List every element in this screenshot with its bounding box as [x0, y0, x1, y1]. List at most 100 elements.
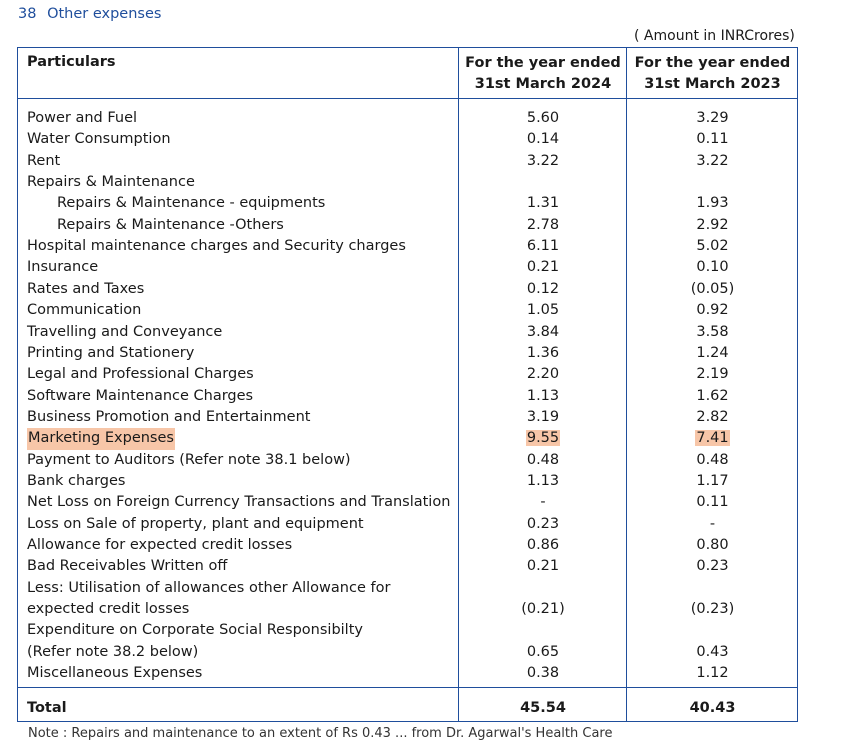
- table-row: expected credit losses (0.21) (0.23): [18, 599, 797, 620]
- row-value-fy2023: 3.29: [627, 108, 798, 129]
- row-value-fy2024: 0.12: [459, 279, 627, 300]
- table-row: Travelling and Conveyance 3.84 3.58: [18, 322, 797, 343]
- table-row: Repairs & Maintenance -Others 2.78 2.92: [18, 215, 797, 236]
- row-value-fy2024-text: 2.20: [526, 366, 560, 383]
- header-particulars: Particulars: [27, 54, 116, 70]
- row-value-fy2024-text: 0.48: [526, 451, 560, 468]
- row-label: Water Consumption: [27, 131, 171, 148]
- note-heading: 38 Other expenses: [18, 6, 161, 22]
- row-value-fy2024-text: 1.13: [526, 472, 560, 489]
- row-value-fy2023: 0.43: [627, 642, 798, 663]
- row-value-fy2023: 1.17: [627, 471, 798, 492]
- row-value-fy2023-text: 3.22: [696, 152, 729, 169]
- row-value-fy2024: 3.84: [459, 322, 627, 343]
- row-value-fy2024-text: 2.78: [526, 216, 560, 233]
- row-value-fy2023-text: 0.23: [696, 558, 729, 575]
- row-value-fy2024: 2.78: [459, 215, 627, 236]
- row-value-fy2024: 0.65: [459, 642, 627, 663]
- row-value-fy2023: 7.41: [627, 428, 798, 449]
- row-label: Less: Utilisation of allowances other Al…: [27, 579, 391, 596]
- row-label: (Refer note 38.2 below): [27, 643, 199, 660]
- row-value-fy2024: 1.31: [459, 193, 627, 214]
- row-value-fy2023: 0.48: [627, 450, 798, 471]
- row-value-fy2023-text: 0.43: [696, 643, 729, 660]
- row-value-fy2024: 0.14: [459, 129, 627, 150]
- row-value-fy2023-text: 0.92: [696, 302, 729, 319]
- row-value-fy2023-text: 0.11: [696, 494, 729, 511]
- table-row: (Refer note 38.2 below) 0.65 0.43: [18, 642, 797, 663]
- row-value-fy2023: 0.11: [627, 492, 798, 513]
- table-row: Communication 1.05 0.92: [18, 300, 797, 321]
- row-value-fy2024: 0.23: [459, 514, 627, 535]
- total-fy2024: 45.54: [520, 700, 566, 716]
- row-value-fy2024-text: 0.12: [526, 280, 560, 297]
- row-value-fy2023: 3.22: [627, 151, 798, 172]
- row-label: Repairs & Maintenance -Others: [57, 216, 284, 233]
- row-label: Power and Fuel: [27, 110, 138, 126]
- header-fy2024: For the year ended 31st March 2024: [459, 53, 627, 95]
- row-value-fy2023-text: 7.41: [695, 430, 730, 447]
- row-label: Software Maintenance Charges: [27, 387, 254, 404]
- row-value-fy2024-text: 1.05: [526, 302, 560, 319]
- header-fy2024-line2: 31st March 2024: [474, 76, 612, 92]
- row-value-fy2024-text: 0.65: [526, 643, 560, 660]
- row-value-fy2024: 0.86: [459, 535, 627, 556]
- row-value-fy2024: (0.21): [459, 599, 627, 620]
- row-label: Payment to Auditors (Refer note 38.1 bel…: [27, 451, 351, 468]
- row-value-fy2024-text: 9.55: [525, 430, 561, 447]
- row-label: Communication: [27, 302, 142, 319]
- row-value-fy2024-text: -: [540, 494, 546, 511]
- row-value-fy2024-text: 0.86: [526, 537, 560, 553]
- row-value-fy2024: 1.13: [459, 386, 627, 407]
- row-value-fy2023: 2.92: [627, 215, 798, 236]
- row-value-fy2023-text: 3.29: [696, 110, 729, 126]
- row-value-fy2024-text: 0.23: [526, 515, 560, 532]
- row-value-fy2023-text: (0.05): [690, 280, 735, 297]
- row-label: Repairs & Maintenance: [27, 174, 195, 191]
- row-value-fy2023-text: 1.93: [696, 195, 729, 212]
- row-value-fy2023: -: [627, 514, 798, 535]
- row-value-fy2023-text: 1.17: [696, 472, 729, 489]
- table-row: Printing and Stationery 1.36 1.24: [18, 343, 797, 364]
- note-number: 38: [18, 6, 37, 22]
- row-value-fy2024-text: 5.60: [526, 110, 560, 126]
- row-value-fy2024-text: 0.21: [526, 558, 560, 575]
- row-value-fy2024: 5.60: [459, 108, 627, 129]
- row-value-fy2023: 0.10: [627, 257, 798, 278]
- header-fy2023-line2: 31st March 2023: [644, 76, 781, 92]
- row-label: Printing and Stationery: [27, 344, 195, 361]
- header-fy2024-line1: For the year ended: [465, 55, 621, 71]
- row-value-fy2023: (0.23): [627, 599, 798, 620]
- row-value-fy2023-text: 5.02: [696, 238, 729, 255]
- total-label: Total: [27, 700, 67, 716]
- row-value-fy2024: 0.48: [459, 450, 627, 471]
- row-value-fy2024-text: 1.13: [526, 387, 560, 404]
- row-value-fy2023-text: 0.11: [696, 131, 729, 148]
- row-label: Bad Receivables Written off: [27, 558, 228, 575]
- row-value-fy2023: 1.24: [627, 343, 798, 364]
- table-row: Bank charges 1.13 1.17: [18, 471, 797, 492]
- note-title: Other expenses: [47, 6, 162, 22]
- header-divider: [18, 98, 797, 99]
- row-value-fy2023-text: 2.82: [696, 408, 729, 425]
- row-value-fy2024-text: 3.19: [526, 408, 560, 425]
- row-label: Miscellaneous Expenses: [27, 665, 203, 682]
- row-label: Marketing Expenses: [27, 428, 175, 450]
- row-label: Repairs & Maintenance - equipments: [57, 195, 326, 212]
- row-value-fy2023-text: -: [709, 515, 716, 532]
- table-row: Legal and Professional Charges 2.20 2.19: [18, 364, 797, 385]
- table-row: Payment to Auditors (Refer note 38.1 bel…: [18, 450, 797, 471]
- row-label: Rates and Taxes: [27, 280, 145, 297]
- row-value-fy2024: 2.20: [459, 364, 627, 385]
- row-value-fy2023: 5.02: [627, 236, 798, 257]
- unit-note: ( Amount in INRCrores): [634, 28, 795, 44]
- table-row: Allowance for expected credit losses 0.86…: [18, 535, 797, 556]
- row-value-fy2023-text: 0.48: [696, 451, 729, 468]
- row-value-fy2023: 1.93: [627, 193, 798, 214]
- row-value-fy2023: 2.19: [627, 364, 798, 385]
- row-value-fy2023-text: 1.24: [696, 344, 729, 361]
- row-label: Loss on Sale of property, plant and equi…: [27, 515, 364, 532]
- row-value-fy2024-text: 1.36: [526, 344, 560, 361]
- row-value-fy2024: 1.36: [459, 343, 627, 364]
- table-row: Software Maintenance Charges 1.13 1.62: [18, 386, 797, 407]
